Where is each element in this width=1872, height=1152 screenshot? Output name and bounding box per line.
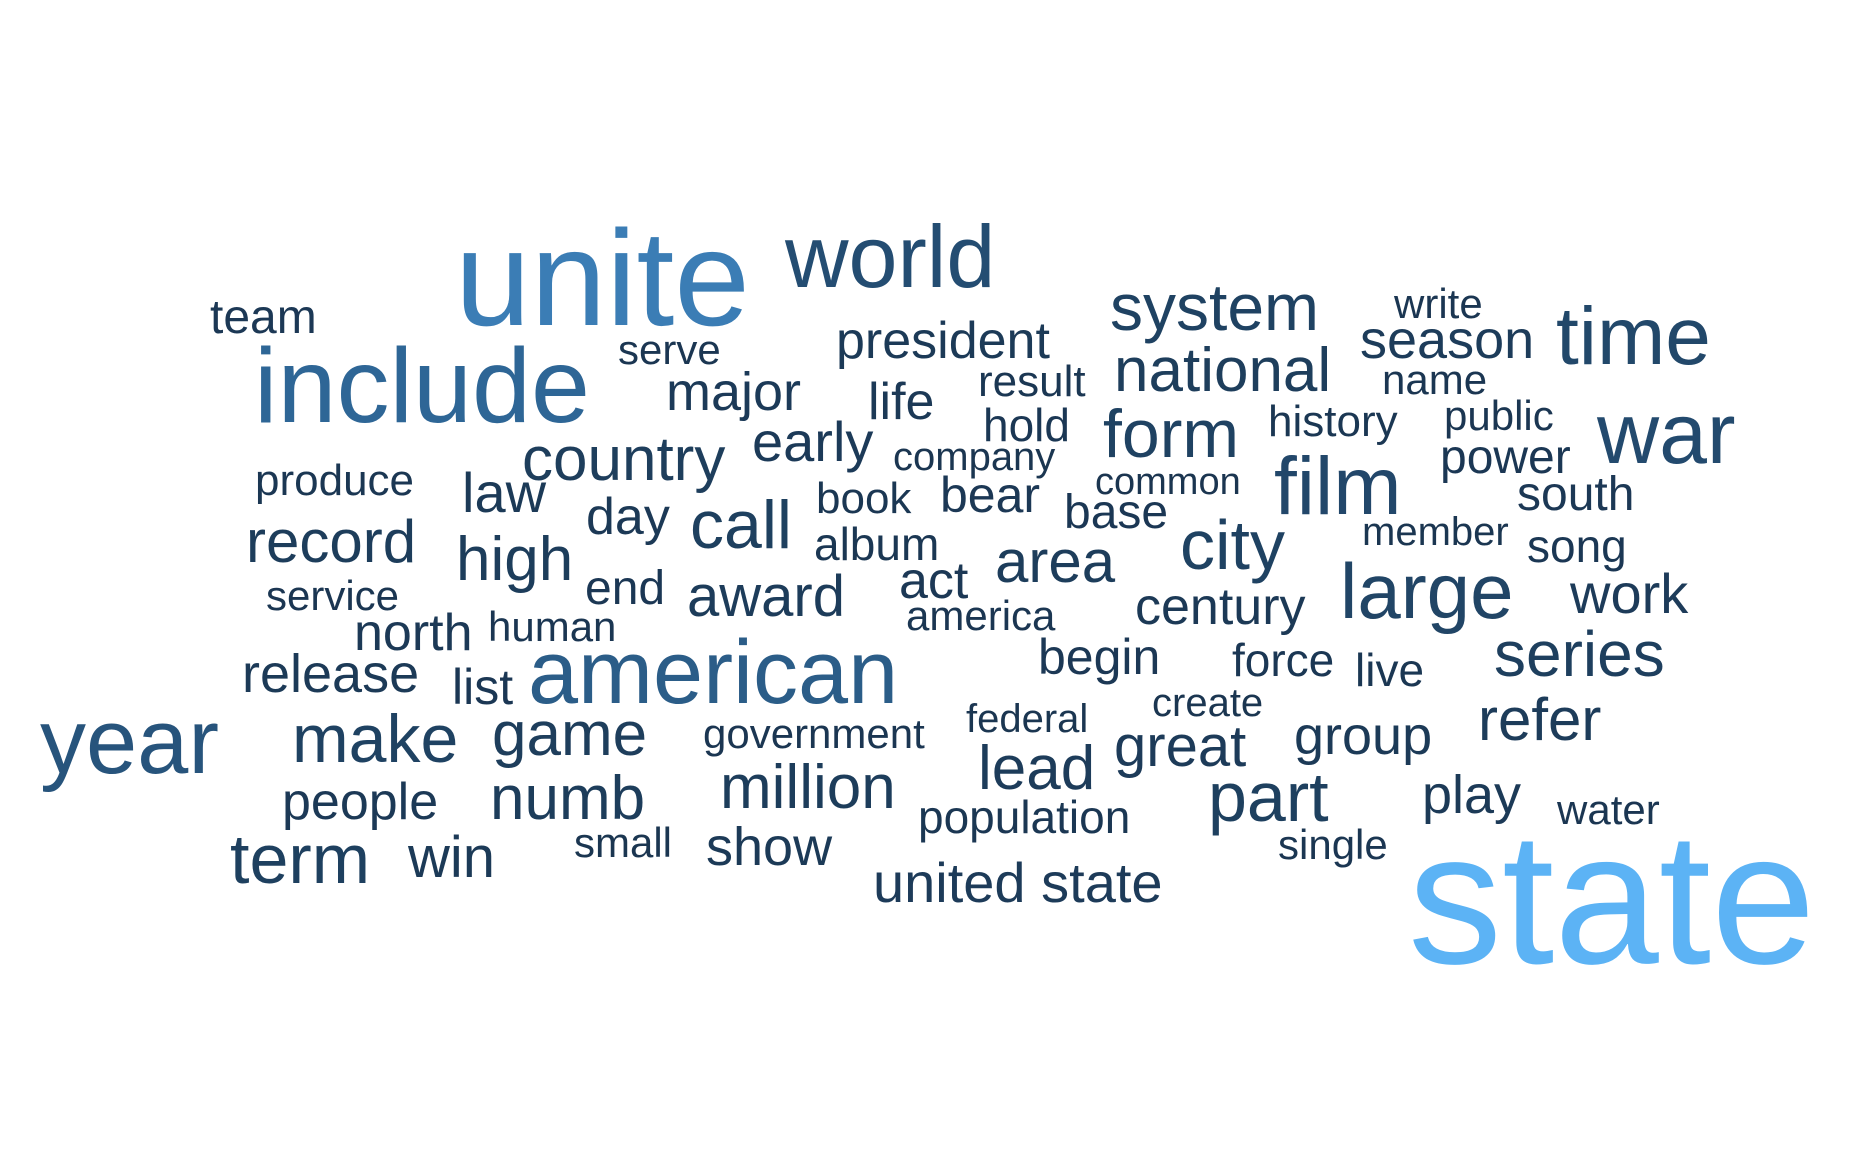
word-north: north <box>354 604 473 662</box>
word-award: award <box>687 564 845 629</box>
word-release: release <box>242 644 419 704</box>
word-people: people <box>282 773 438 831</box>
word-small: small <box>574 819 672 866</box>
word-name: name <box>1382 356 1487 403</box>
word-include: include <box>254 327 590 445</box>
word-season: season <box>1360 310 1534 370</box>
word-form: form <box>1103 396 1239 472</box>
word-part: part <box>1208 758 1329 836</box>
word-result: result <box>978 357 1086 406</box>
word-state: state <box>1408 793 1816 1003</box>
word-water: water <box>1556 786 1660 833</box>
word-time: time <box>1556 291 1711 382</box>
word-make: make <box>292 701 458 777</box>
word-great: great <box>1114 714 1246 779</box>
word-history: history <box>1268 397 1398 446</box>
word-numb: numb <box>490 764 645 833</box>
word-produce: produce <box>255 456 414 505</box>
word-million: million <box>720 753 896 822</box>
word-song: song <box>1527 520 1627 572</box>
word-day: day <box>586 488 670 546</box>
word-film: film <box>1274 441 1402 532</box>
word-act: act <box>899 552 969 610</box>
word-america: america <box>906 592 1056 639</box>
word-record: record <box>246 508 416 575</box>
word-work: work <box>1569 562 1689 625</box>
word-law: law <box>462 461 547 524</box>
word-war: war <box>1596 386 1736 482</box>
word-federal: federal <box>966 697 1088 741</box>
word-hold: hold <box>983 399 1070 451</box>
word-base: base <box>1064 486 1168 539</box>
word-book: book <box>816 474 912 523</box>
word-write: write <box>1393 280 1483 327</box>
word-service: service <box>266 572 399 619</box>
word-single: single <box>1278 821 1388 868</box>
word-system: system <box>1110 270 1319 344</box>
word-series: series <box>1494 618 1665 690</box>
word-group: group <box>1294 706 1432 766</box>
word-begin: begin <box>1038 629 1160 685</box>
word-world: world <box>784 207 995 306</box>
word-high: high <box>456 525 573 594</box>
word-list: list <box>452 659 513 715</box>
word-country: country <box>522 425 725 494</box>
word-common: common <box>1095 461 1241 503</box>
word-game: game <box>492 700 647 769</box>
word-large: large <box>1340 547 1513 635</box>
word-album: album <box>814 518 939 570</box>
word-south: south <box>1517 468 1634 521</box>
word-team: team <box>210 291 317 344</box>
word-lead: lead <box>978 734 1095 803</box>
word-power: power <box>1440 431 1571 484</box>
word-live: live <box>1355 644 1424 696</box>
word-government: government <box>703 710 925 757</box>
word-refer: refer <box>1478 686 1601 753</box>
word-area: area <box>995 528 1116 595</box>
word-company: company <box>893 435 1055 479</box>
word-american: american <box>528 623 898 723</box>
word-term: term <box>230 820 370 898</box>
word-national: national <box>1114 336 1331 405</box>
word-play: play <box>1422 765 1521 825</box>
word-force: force <box>1232 634 1334 686</box>
word-create: create <box>1152 681 1263 725</box>
word-population: population <box>918 791 1130 843</box>
word-member: member <box>1362 510 1509 554</box>
word-bear: bear <box>940 467 1040 523</box>
word-century: century <box>1135 578 1306 636</box>
word-life: life <box>868 373 934 431</box>
word-year: year <box>40 691 219 793</box>
word-call: call <box>690 487 792 563</box>
word-early: early <box>752 410 873 473</box>
word-unite: unite <box>455 202 750 354</box>
word-public: public <box>1444 392 1554 439</box>
word-serve: serve <box>618 326 721 373</box>
word-city: city <box>1180 506 1285 584</box>
word-end: end <box>585 562 665 615</box>
word-major: major <box>666 362 801 422</box>
word-united-state: united state <box>873 851 1163 914</box>
word-win: win <box>407 825 495 890</box>
word-show: show <box>706 817 833 877</box>
word-president: president <box>836 312 1050 370</box>
word-human: human <box>488 603 616 650</box>
